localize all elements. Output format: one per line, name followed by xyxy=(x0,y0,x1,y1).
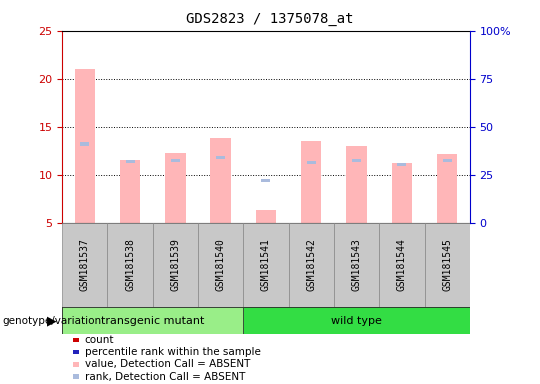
Bar xyxy=(244,307,470,334)
Text: GSM181537: GSM181537 xyxy=(80,238,90,291)
Bar xyxy=(307,161,316,164)
Bar xyxy=(346,146,367,223)
Text: GSM181543: GSM181543 xyxy=(352,238,362,291)
Bar xyxy=(397,163,407,166)
Bar xyxy=(256,210,276,223)
Bar xyxy=(301,141,321,223)
Text: count: count xyxy=(85,335,114,345)
Bar xyxy=(379,223,424,307)
Bar xyxy=(80,142,89,146)
Text: GSM181540: GSM181540 xyxy=(215,238,226,291)
Bar xyxy=(288,223,334,307)
Bar xyxy=(437,154,457,223)
Text: genotype/variation: genotype/variation xyxy=(3,316,102,326)
Bar xyxy=(424,223,470,307)
Bar xyxy=(244,223,288,307)
Text: GSM181545: GSM181545 xyxy=(442,238,452,291)
Text: wild type: wild type xyxy=(331,316,382,326)
Bar xyxy=(334,223,379,307)
Text: value, Detection Call = ABSENT: value, Detection Call = ABSENT xyxy=(85,359,250,369)
Bar xyxy=(392,163,412,223)
Bar xyxy=(62,223,107,307)
Bar xyxy=(125,160,134,163)
Text: GSM181542: GSM181542 xyxy=(306,238,316,291)
Bar xyxy=(153,223,198,307)
Text: GDS2823 / 1375078_at: GDS2823 / 1375078_at xyxy=(186,12,354,25)
Bar xyxy=(352,159,361,162)
Bar xyxy=(211,138,231,223)
Text: percentile rank within the sample: percentile rank within the sample xyxy=(85,347,261,357)
Bar xyxy=(261,179,271,182)
Text: GSM181538: GSM181538 xyxy=(125,238,135,291)
Bar xyxy=(120,161,140,223)
Text: rank, Detection Call = ABSENT: rank, Detection Call = ABSENT xyxy=(85,372,245,382)
Bar xyxy=(198,223,244,307)
Text: ▶: ▶ xyxy=(47,314,57,327)
Bar xyxy=(171,159,180,162)
Text: GSM181544: GSM181544 xyxy=(397,238,407,291)
Bar xyxy=(443,159,451,162)
Bar xyxy=(75,69,95,223)
Bar xyxy=(216,156,225,159)
Bar xyxy=(107,223,153,307)
Bar xyxy=(62,307,244,334)
Text: transgenic mutant: transgenic mutant xyxy=(101,316,204,326)
Bar xyxy=(165,152,186,223)
Text: GSM181541: GSM181541 xyxy=(261,238,271,291)
Text: GSM181539: GSM181539 xyxy=(170,238,180,291)
